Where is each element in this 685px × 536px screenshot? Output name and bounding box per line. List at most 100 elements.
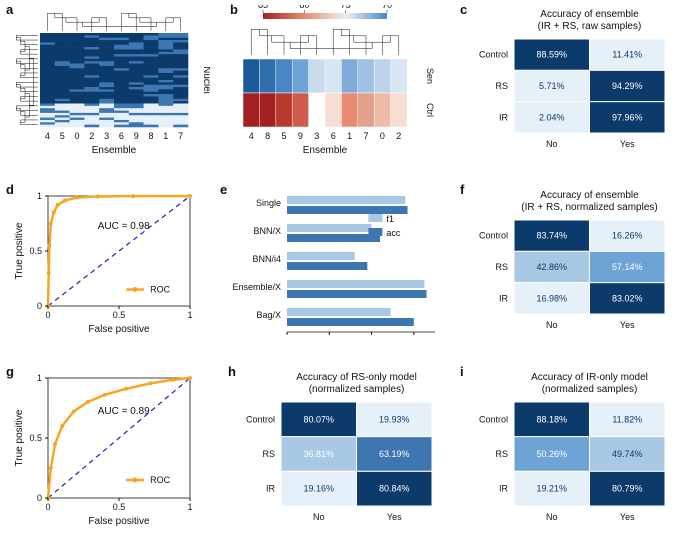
svg-text:True positive: True positive (14, 409, 25, 466)
svg-text:1: 1 (187, 502, 192, 512)
svg-text:0: 0 (74, 131, 79, 141)
svg-text:acc: acc (386, 228, 401, 238)
svg-text:(IR + RS, raw samples): (IR + RS, raw samples) (538, 21, 642, 32)
svg-text:ROC: ROC (150, 475, 171, 485)
svg-text:ROC: ROC (150, 285, 171, 295)
svg-text:0.5: 0.5 (29, 433, 42, 443)
svg-text:8: 8 (148, 131, 153, 141)
svg-text:75: 75 (341, 5, 351, 10)
svg-text:Accuracy of RS-only model: Accuracy of RS-only model (296, 372, 417, 383)
svg-text:0.5: 0.5 (113, 502, 126, 512)
svg-text:19.93%: 19.93% (379, 414, 410, 424)
svg-text:9: 9 (134, 131, 139, 141)
panel-label-c: c (460, 2, 467, 17)
svg-text:0: 0 (37, 301, 42, 311)
svg-text:Nuclei: Nuclei (201, 66, 210, 94)
svg-text:0: 0 (380, 131, 385, 141)
svg-text:16.98%: 16.98% (536, 293, 567, 303)
svg-text:IR: IR (499, 484, 509, 494)
panel-g-roc: 00.5100.51False positiveTrue positiveAUC… (10, 368, 200, 528)
svg-text:5: 5 (281, 131, 286, 141)
svg-text:63.19%: 63.19% (379, 449, 410, 459)
panel-e-bars: SingleBNN/XBNN/i4Ensemble/XBag/X0.60.70.… (225, 186, 445, 336)
svg-text:Accuracy of IR-only model: Accuracy of IR-only model (531, 372, 648, 383)
svg-text:2: 2 (396, 131, 401, 141)
svg-text:Yes: Yes (620, 139, 635, 149)
svg-text:70: 70 (382, 5, 392, 10)
figure: { "palette":{ "dark_blue":"#0b3a6b", "mi… (0, 0, 685, 536)
svg-text:9: 9 (298, 131, 303, 141)
svg-text:True positive: True positive (14, 222, 25, 279)
svg-text:Ensemble/X: Ensemble/X (232, 282, 281, 292)
svg-text:IR: IR (499, 112, 509, 122)
svg-text:Ctrl: Ctrl (425, 103, 435, 117)
svg-text:0.5: 0.5 (113, 310, 126, 320)
panel-h-confusion: Accuracy of RS-only model(normalized sam… (235, 368, 440, 528)
svg-text:1: 1 (37, 191, 42, 201)
svg-text:11.41%: 11.41% (612, 50, 642, 60)
svg-text:(IR + RS, normalized samples): (IR + RS, normalized samples) (521, 202, 657, 213)
svg-text:6: 6 (331, 131, 336, 141)
svg-text:No: No (546, 320, 558, 330)
svg-text:3: 3 (314, 131, 319, 141)
svg-text:Ensemble: Ensemble (92, 145, 137, 155)
panel-a-heatmap: 4502369817EnsembleNuclei (10, 5, 210, 155)
svg-text:7: 7 (363, 131, 368, 141)
svg-text:5.71%: 5.71% (539, 81, 565, 91)
svg-text:Bag/X: Bag/X (256, 310, 281, 320)
svg-text:11.82%: 11.82% (612, 414, 642, 424)
svg-text:16.26%: 16.26% (612, 231, 643, 241)
svg-text:Yes: Yes (387, 512, 402, 522)
svg-text:IR: IR (499, 293, 509, 303)
svg-text:50.26%: 50.26% (536, 449, 567, 459)
svg-text:Single: Single (256, 198, 281, 208)
svg-text:Control: Control (479, 414, 508, 424)
svg-text:88.59%: 88.59% (536, 50, 567, 60)
svg-text:AUC = 0.98: AUC = 0.98 (98, 221, 150, 232)
svg-text:Yes: Yes (620, 512, 635, 522)
svg-text:f1: f1 (386, 214, 394, 224)
svg-text:BNN/X: BNN/X (253, 226, 281, 236)
svg-text:1: 1 (37, 373, 42, 383)
svg-text:IR: IR (266, 484, 276, 494)
svg-text:3: 3 (104, 131, 109, 141)
svg-text:No: No (546, 139, 558, 149)
panel-f-confusion: Accuracy of ensemble(IR + RS, normalized… (468, 186, 673, 336)
svg-text:57.14%: 57.14% (612, 262, 643, 272)
panel-label-i: i (460, 364, 464, 379)
svg-text:83.02%: 83.02% (612, 293, 643, 303)
svg-text:1: 1 (187, 310, 192, 320)
svg-text:False positive: False positive (88, 516, 150, 527)
svg-text:AUC = 0.89: AUC = 0.89 (98, 406, 150, 417)
svg-text:0: 0 (37, 493, 42, 503)
svg-text:80.79%: 80.79% (612, 484, 643, 494)
svg-text:No: No (313, 512, 325, 522)
svg-text:2.04%: 2.04% (539, 112, 565, 122)
svg-text:97.96%: 97.96% (612, 112, 643, 122)
svg-text:1: 1 (163, 131, 168, 141)
svg-text:80: 80 (299, 5, 309, 10)
svg-text:Sen: Sen (425, 68, 435, 84)
svg-text:85: 85 (258, 5, 268, 10)
svg-text:6: 6 (119, 131, 124, 141)
svg-text:7: 7 (178, 131, 183, 141)
svg-text:Accuracy of ensemble: Accuracy of ensemble (540, 190, 639, 201)
svg-text:2: 2 (89, 131, 94, 141)
svg-text:1: 1 (347, 131, 352, 141)
panel-c-confusion: Accuracy of ensemble(IR + RS, raw sample… (468, 5, 673, 155)
svg-text:94.29%: 94.29% (612, 81, 643, 91)
panel-i-confusion: Accuracy of IR-only model(normalized sam… (468, 368, 673, 528)
svg-text:0.5: 0.5 (29, 246, 42, 256)
svg-text:Control: Control (479, 231, 508, 241)
svg-text:(normalized samples): (normalized samples) (309, 384, 405, 395)
svg-text:80.07%: 80.07% (303, 414, 334, 424)
svg-text:80.84%: 80.84% (379, 484, 410, 494)
svg-text:19.21%: 19.21% (536, 484, 567, 494)
svg-text:42.86%: 42.86% (536, 262, 567, 272)
svg-text:8: 8 (265, 131, 270, 141)
svg-text:4: 4 (45, 131, 50, 141)
svg-text:Yes: Yes (620, 320, 635, 330)
svg-text:19.16%: 19.16% (303, 484, 334, 494)
svg-text:Control: Control (479, 50, 508, 60)
svg-text:(normalized samples): (normalized samples) (542, 384, 638, 395)
